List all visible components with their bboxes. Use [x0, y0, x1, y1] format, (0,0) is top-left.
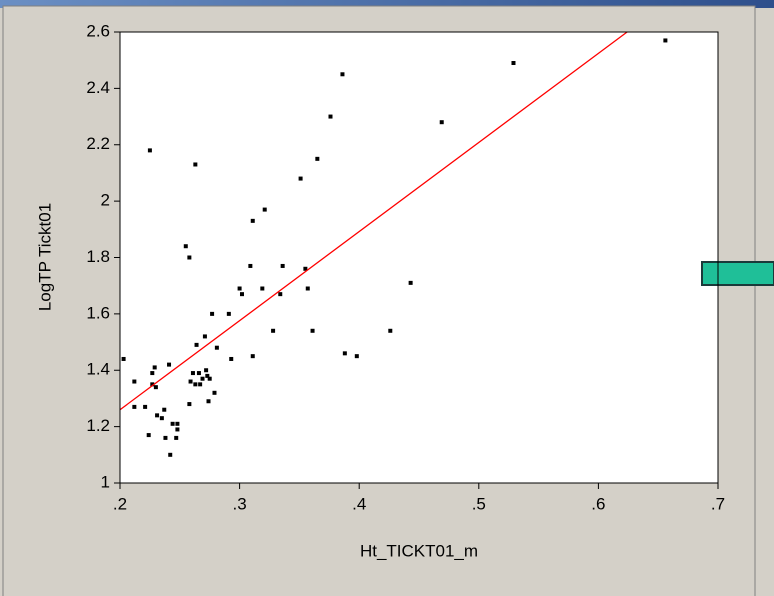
- point: [121, 356, 126, 361]
- point: [132, 379, 137, 384]
- point: [511, 61, 516, 66]
- point: [190, 371, 195, 376]
- point: [193, 162, 198, 167]
- point: [439, 120, 444, 125]
- x-tick-label: .2: [113, 494, 127, 513]
- point: [146, 433, 151, 438]
- arrow: [701, 261, 774, 286]
- point: [340, 72, 345, 77]
- point: [226, 311, 231, 316]
- point: [153, 385, 158, 390]
- point: [298, 176, 303, 181]
- point: [280, 263, 285, 268]
- point: [210, 311, 215, 316]
- point: [175, 427, 180, 432]
- point: [207, 376, 212, 381]
- point: [262, 207, 267, 212]
- point: [150, 382, 155, 387]
- y-tick-label: 1.2: [86, 416, 110, 435]
- point: [250, 218, 255, 223]
- point: [183, 244, 188, 249]
- point: [196, 371, 201, 376]
- point: [303, 266, 308, 271]
- point: [248, 263, 253, 268]
- point: [198, 382, 203, 387]
- point: [388, 328, 393, 333]
- point: [342, 351, 347, 356]
- x-tick-label: .3: [233, 494, 247, 513]
- point: [239, 292, 244, 297]
- point: [150, 371, 155, 376]
- point: [315, 156, 320, 161]
- slide-background: [0, 0, 774, 8]
- point: [206, 399, 211, 404]
- x-tick-label: .5: [472, 494, 486, 513]
- point: [147, 148, 152, 153]
- y-tick-label: 1.4: [86, 360, 110, 379]
- point: [663, 38, 668, 43]
- point: [132, 404, 137, 409]
- point: [143, 404, 148, 409]
- y-tick-label: 1.8: [86, 247, 110, 266]
- point: [408, 280, 413, 285]
- point: [159, 416, 164, 421]
- point: [174, 435, 179, 440]
- y-tick-label: 2.6: [86, 21, 110, 40]
- y-tick-label: 1.6: [86, 303, 110, 322]
- point: [305, 286, 310, 291]
- point: [205, 373, 210, 378]
- point: [162, 407, 167, 412]
- fit-line: [119, 31, 628, 411]
- point: [354, 354, 359, 359]
- y-tick-label: 2.4: [86, 78, 110, 97]
- point: [167, 362, 172, 367]
- plot-frame: [119, 31, 719, 484]
- point: [163, 435, 168, 440]
- point: [202, 334, 207, 339]
- y-tick-label: 2: [101, 191, 110, 210]
- point: [175, 421, 180, 426]
- point: [250, 354, 255, 359]
- point: [212, 390, 217, 395]
- plot-area: [120, 32, 718, 483]
- point: [187, 255, 192, 260]
- y-tick-label: 2.2: [86, 134, 110, 153]
- point: [187, 402, 192, 407]
- point: [229, 356, 234, 361]
- point: [237, 286, 242, 291]
- point: [328, 114, 333, 119]
- x-axis-label: Ht_TICKT01_m: [360, 541, 478, 560]
- point: [194, 342, 199, 347]
- point: [214, 345, 219, 350]
- y-tick-label: 1: [101, 472, 110, 491]
- point: [271, 328, 276, 333]
- point: [278, 292, 283, 297]
- point: [193, 382, 198, 387]
- point: [152, 365, 157, 370]
- y-axis-label: LogTP Tickt01: [35, 203, 54, 311]
- x-tick-label: .4: [352, 494, 366, 513]
- x-tick-label: .6: [591, 494, 605, 513]
- point: [170, 421, 175, 426]
- point: [204, 368, 209, 373]
- point: [188, 379, 193, 384]
- x-tick-label: .7: [711, 494, 725, 513]
- point: [310, 328, 315, 333]
- point: [200, 376, 205, 381]
- point: [155, 413, 160, 418]
- point: [168, 452, 173, 457]
- point: [260, 286, 265, 291]
